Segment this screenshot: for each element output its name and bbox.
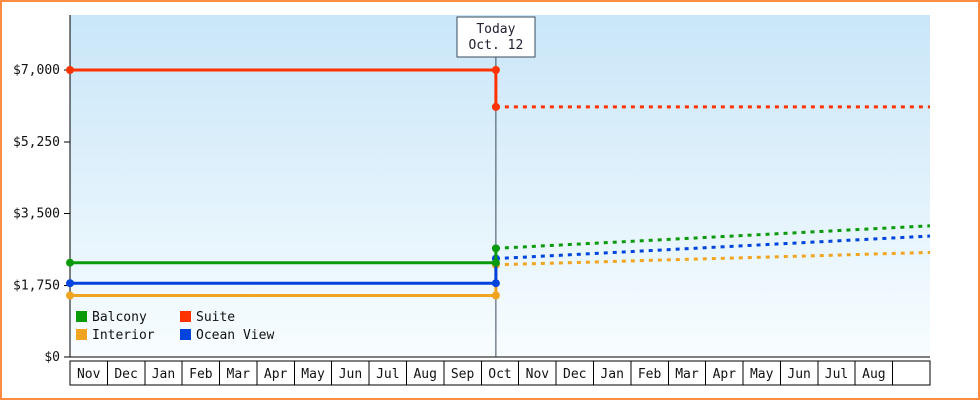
- data-point-suite: [491, 102, 500, 111]
- month-label: Aug: [413, 367, 436, 382]
- series-solid-balcony: [70, 248, 498, 265]
- today-label-line1: Today: [476, 22, 515, 37]
- data-point-interior: [491, 291, 500, 300]
- legend-label-ocean-view: Ocean View: [196, 328, 274, 343]
- month-cell: [630, 360, 669, 386]
- month-cell: [742, 360, 781, 386]
- data-point-suite: [491, 66, 500, 74]
- month-label: Jun: [787, 367, 810, 382]
- month-cell: [368, 360, 408, 386]
- month-label: Jun: [339, 367, 362, 382]
- data-point-suite: [66, 66, 74, 74]
- month-cell: [480, 360, 520, 386]
- month-label: Jul: [825, 367, 848, 382]
- series-dashed-balcony: [495, 224, 931, 250]
- month-label: Jan: [600, 367, 623, 382]
- month-label: Dec: [114, 367, 137, 382]
- data-point-ocean-view: [66, 279, 74, 288]
- y-tick-label: $3,500: [13, 207, 60, 222]
- legend-label-balcony: Balcony: [92, 310, 147, 325]
- month-cell: [256, 360, 295, 386]
- month-cell: [817, 360, 856, 386]
- month-label: Mar: [675, 367, 699, 382]
- month-cell: [705, 360, 744, 386]
- month-label: Jan: [152, 367, 175, 382]
- month-cell: [892, 360, 931, 386]
- month-cell: [181, 360, 221, 386]
- series-dashed-interior: [495, 250, 931, 267]
- month-cell: [518, 360, 557, 386]
- month-cell: [406, 360, 445, 386]
- y-tick-label: $7,000: [13, 63, 60, 78]
- data-point-balcony: [491, 244, 500, 253]
- legend-swatch-ocean-view: [180, 329, 191, 340]
- legend-swatch-balcony: [76, 311, 87, 322]
- month-label: Aug: [862, 367, 885, 382]
- legend-swatch-interior: [76, 329, 87, 340]
- legend-label-interior: Interior: [92, 328, 155, 343]
- series-dashed-ocean-view: [495, 234, 931, 261]
- month-label: Oct: [488, 367, 511, 382]
- month-cell: [331, 360, 370, 386]
- month-label: May: [750, 367, 774, 382]
- plot-background: [70, 15, 930, 357]
- y-tick-label: $5,250: [13, 135, 60, 150]
- today-label-box: [456, 16, 536, 58]
- month-label: Mar: [227, 367, 251, 382]
- month-label: Dec: [563, 367, 586, 382]
- data-point-ocean-view: [491, 279, 500, 288]
- month-label: Nov: [77, 367, 101, 382]
- data-point-balcony: [66, 258, 74, 267]
- series-solid-suite: [70, 68, 498, 107]
- legend-swatch-suite: [180, 311, 191, 322]
- data-point-interior: [66, 291, 74, 300]
- month-label: Feb: [638, 367, 662, 382]
- data-point-balcony: [491, 258, 500, 267]
- series-solid-interior: [70, 264, 498, 297]
- month-cell: [555, 360, 594, 386]
- month-label: Feb: [189, 367, 213, 382]
- month-label: Jul: [376, 367, 399, 382]
- month-cell: [854, 360, 894, 386]
- month-cell: [592, 360, 632, 386]
- month-label: May: [301, 367, 325, 382]
- legend-label-suite: Suite: [196, 310, 235, 325]
- month-cell: [219, 360, 258, 386]
- month-label: Nov: [526, 367, 550, 382]
- y-tick-label: $0: [44, 350, 60, 365]
- month-label: Apr: [713, 367, 737, 382]
- month-label: Apr: [264, 367, 288, 382]
- month-cell: [443, 360, 482, 386]
- month-label: Sep: [451, 367, 475, 382]
- today-label-line2: Oct. 12: [468, 38, 523, 53]
- y-tick-label: $1,750: [13, 278, 60, 293]
